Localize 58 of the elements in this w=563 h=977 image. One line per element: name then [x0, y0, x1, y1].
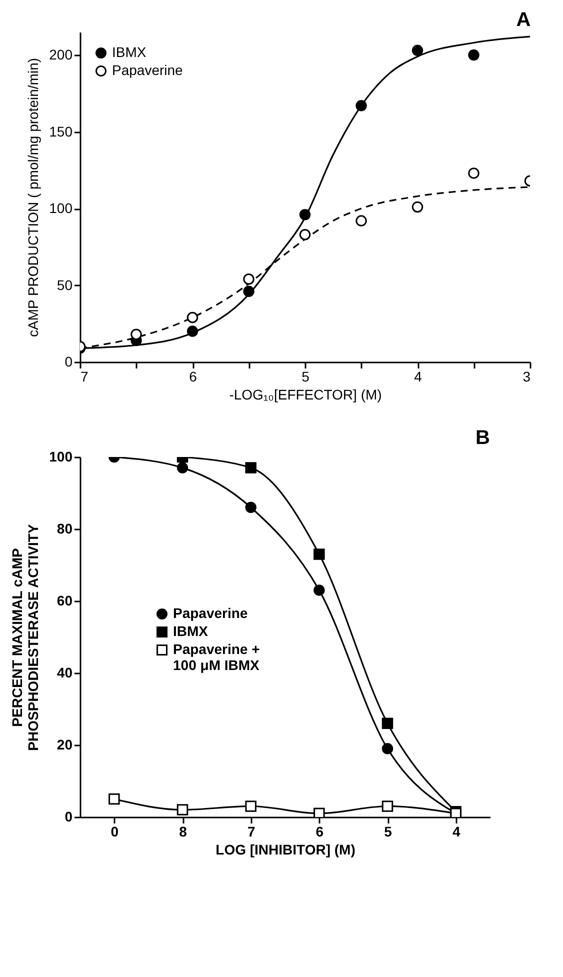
y-tick-label: 100 [49, 200, 73, 216]
legend-label: Papaverine [173, 605, 248, 621]
x-tick-label: 4 [452, 824, 460, 840]
y-tick-label: 150 [49, 123, 73, 140]
point [314, 548, 325, 560]
point [468, 168, 480, 179]
y-axis-title: cAMP PRODUCTION ( pmol/mg protein/min) [25, 58, 42, 338]
point [176, 462, 188, 474]
point [468, 49, 480, 61]
point [108, 793, 120, 805]
x-tick-label: 4 [414, 368, 422, 384]
point [382, 800, 394, 812]
point [186, 312, 198, 324]
y-tick-label: 80 [56, 520, 73, 536]
x-axis-title: LOG [INHIBITOR] (M) [216, 842, 356, 858]
point [245, 462, 256, 474]
point [243, 274, 254, 285]
point [130, 328, 142, 340]
x-axis-title: -LOG₁₀[EFFECTOR] (M) [229, 386, 382, 402]
y-axis-title: PERCENT MAXIMAL cAMP PHOSPHODIESTERASE ACTIVITY [9, 524, 42, 751]
y-tick-label: 40 [56, 664, 73, 680]
point [176, 804, 188, 816]
point [356, 215, 367, 226]
x-tick-label: 3 [522, 368, 531, 384]
x-tick-label: 5 [384, 824, 392, 840]
point [299, 209, 311, 220]
point [186, 326, 198, 337]
y-tick-label: 50 [56, 276, 73, 293]
chart-title: B [476, 427, 490, 449]
point [412, 201, 424, 213]
x-tick-label: 7 [80, 368, 88, 384]
legend-label: Papaverine + 100 μM IBMX [173, 641, 260, 673]
y-tick-label: 0 [64, 808, 73, 824]
legend-label: IBMX [112, 44, 147, 60]
y-tick-label: 20 [56, 736, 73, 752]
legend-label: IBMX [173, 623, 209, 639]
point [314, 808, 325, 817]
point [412, 44, 424, 56]
x-tick-label: 5 [302, 368, 310, 384]
chart-title: A [516, 9, 531, 31]
point [314, 584, 325, 596]
point [382, 742, 394, 754]
point [299, 228, 311, 240]
x-tick-label: 7 [247, 824, 256, 840]
x-tick-label: 6 [316, 824, 324, 840]
legend-label: Papaverine [112, 62, 184, 78]
point [382, 718, 394, 730]
y-tick-label: 60 [56, 592, 73, 608]
point [243, 286, 254, 298]
point [245, 502, 256, 514]
y-tick-label: 200 [49, 46, 73, 63]
y-tick-label: 100 [49, 448, 73, 464]
x-tick-label: 6 [189, 368, 198, 384]
x-tick-label: 8 [179, 824, 188, 840]
y-tick-label: 0 [64, 354, 73, 370]
point [356, 100, 367, 112]
x-tick-label: 0 [110, 824, 119, 840]
point [245, 800, 256, 812]
